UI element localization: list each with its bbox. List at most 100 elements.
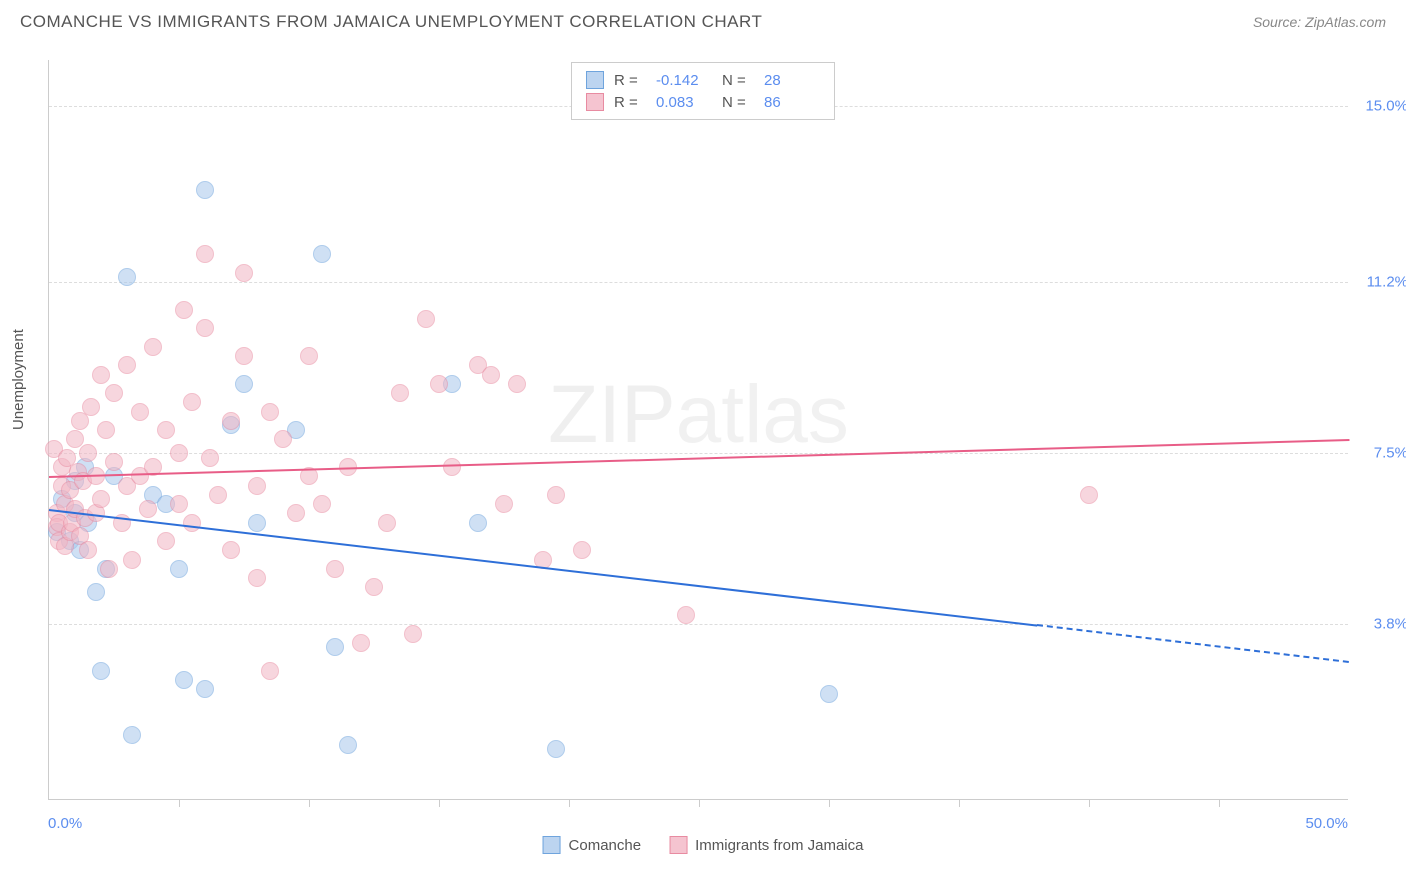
scatter-point <box>274 430 292 448</box>
y-tick-label: 3.8% <box>1374 616 1406 633</box>
scatter-point <box>482 366 500 384</box>
chart-plot-area: ZIPatlas 3.8%7.5%11.2%15.0% <box>48 60 1348 800</box>
scatter-point <box>175 301 193 319</box>
chart-title: COMANCHE VS IMMIGRANTS FROM JAMAICA UNEM… <box>20 12 762 32</box>
scatter-point <box>573 541 591 559</box>
scatter-point <box>248 477 266 495</box>
scatter-point <box>196 319 214 337</box>
y-axis-label: Unemployment <box>10 329 27 430</box>
r-label: R = <box>614 72 646 89</box>
x-tick <box>569 799 570 807</box>
y-tick-label: 15.0% <box>1365 98 1406 115</box>
scatter-point <box>248 514 266 532</box>
series-legend-label: Immigrants from Jamaica <box>695 837 863 854</box>
scatter-point <box>495 495 513 513</box>
series-legend-item: Comanche <box>543 836 642 854</box>
scatter-point <box>235 375 253 393</box>
scatter-point <box>261 662 279 680</box>
x-tick <box>309 799 310 807</box>
regression-line-extrapolated <box>1037 624 1349 663</box>
scatter-point <box>144 338 162 356</box>
series-legend: Comanche Immigrants from Jamaica <box>543 836 864 854</box>
scatter-point <box>196 181 214 199</box>
watermark-thin: atlas <box>676 369 849 460</box>
correlation-legend-row: R =-0.142N =28 <box>586 69 820 91</box>
x-axis-min-label: 0.0% <box>48 815 82 832</box>
scatter-point <box>196 245 214 263</box>
scatter-point <box>92 366 110 384</box>
r-value: 0.083 <box>656 94 712 111</box>
scatter-point <box>326 638 344 656</box>
series-legend-item: Immigrants from Jamaica <box>669 836 863 854</box>
scatter-point <box>170 495 188 513</box>
scatter-point <box>547 486 565 504</box>
scatter-point <box>196 680 214 698</box>
scatter-point <box>100 560 118 578</box>
scatter-point <box>430 375 448 393</box>
scatter-point <box>391 384 409 402</box>
scatter-point <box>92 662 110 680</box>
gridline <box>49 453 1348 454</box>
scatter-point <box>547 740 565 758</box>
scatter-point <box>378 514 396 532</box>
scatter-point <box>313 245 331 263</box>
scatter-point <box>820 685 838 703</box>
scatter-point <box>1080 486 1098 504</box>
n-value: 28 <box>764 72 820 89</box>
legend-swatch <box>543 836 561 854</box>
regression-line <box>49 509 1037 627</box>
scatter-point <box>313 495 331 513</box>
scatter-point <box>170 560 188 578</box>
scatter-point <box>404 625 422 643</box>
scatter-point <box>339 736 357 754</box>
scatter-point <box>469 514 487 532</box>
scatter-point <box>97 421 115 439</box>
scatter-point <box>287 504 305 522</box>
correlation-legend-row: R =0.083N =86 <box>586 91 820 113</box>
watermark: ZIPatlas <box>548 368 849 462</box>
x-tick <box>829 799 830 807</box>
scatter-point <box>300 347 318 365</box>
scatter-point <box>235 347 253 365</box>
scatter-point <box>183 514 201 532</box>
n-label: N = <box>722 94 754 111</box>
scatter-point <box>123 551 141 569</box>
scatter-point <box>118 268 136 286</box>
scatter-point <box>508 375 526 393</box>
scatter-point <box>118 356 136 374</box>
x-tick <box>699 799 700 807</box>
correlation-legend: R =-0.142N =28R =0.083N =86 <box>571 62 835 120</box>
scatter-point <box>105 384 123 402</box>
y-tick-label: 11.2% <box>1367 274 1406 291</box>
legend-swatch <box>586 93 604 111</box>
scatter-point <box>105 453 123 471</box>
x-tick <box>179 799 180 807</box>
scatter-point <box>139 500 157 518</box>
scatter-point <box>417 310 435 328</box>
source-label: Source: ZipAtlas.com <box>1253 14 1386 30</box>
scatter-point <box>222 412 240 430</box>
scatter-point <box>87 583 105 601</box>
series-legend-label: Comanche <box>569 837 642 854</box>
scatter-point <box>170 444 188 462</box>
x-tick <box>1219 799 1220 807</box>
scatter-point <box>209 486 227 504</box>
scatter-point <box>235 264 253 282</box>
y-tick-label: 7.5% <box>1374 445 1406 462</box>
scatter-point <box>157 421 175 439</box>
gridline <box>49 282 1348 283</box>
scatter-point <box>443 458 461 476</box>
regression-line <box>49 439 1349 478</box>
scatter-point <box>79 444 97 462</box>
scatter-point <box>82 398 100 416</box>
scatter-point <box>326 560 344 578</box>
scatter-point <box>92 490 110 508</box>
scatter-point <box>352 634 370 652</box>
scatter-point <box>222 541 240 559</box>
watermark-bold: ZIP <box>548 369 676 460</box>
r-label: R = <box>614 94 646 111</box>
x-tick <box>959 799 960 807</box>
legend-swatch <box>586 71 604 89</box>
scatter-point <box>261 403 279 421</box>
scatter-point <box>123 726 141 744</box>
